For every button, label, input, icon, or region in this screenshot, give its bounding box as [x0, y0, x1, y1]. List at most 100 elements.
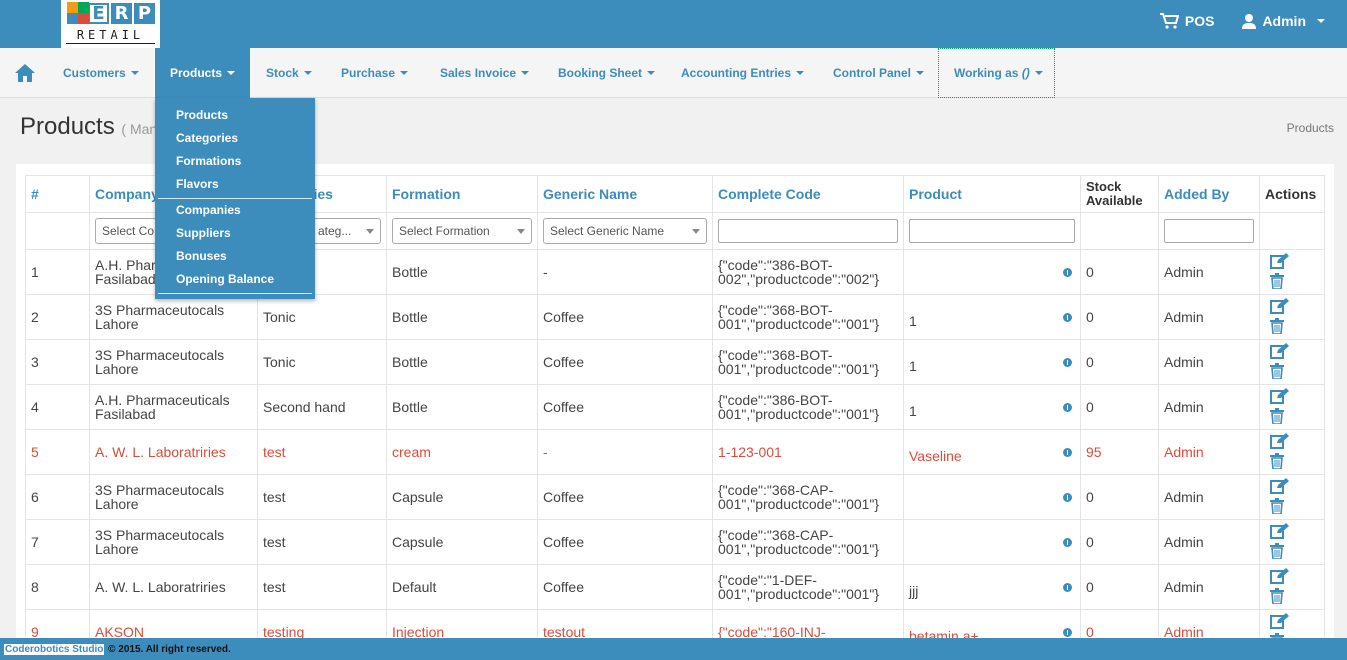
menu-bonuses[interactable]: Bonuses: [176, 249, 227, 263]
cell-company: 3S Pharmaceutocals Lahore: [89, 519, 258, 565]
filter-code-input[interactable]: [718, 219, 898, 243]
col-formation[interactable]: Formation: [386, 175, 538, 213]
col-complete-code[interactable]: Complete Code: [712, 175, 904, 213]
nav-products[interactable]: Products: [155, 48, 250, 98]
trash-icon[interactable]: [1270, 318, 1284, 336]
nav-accounting-entries[interactable]: Accounting Entries: [681, 48, 805, 98]
logo-letter-r: R: [111, 2, 132, 24]
trash-icon[interactable]: [1270, 363, 1284, 381]
pos-link[interactable]: POS: [1159, 13, 1214, 29]
edit-icon[interactable]: [1270, 613, 1289, 631]
footer: Coderobotics Studio © 2015. All right re…: [0, 638, 1347, 660]
user-label: Admin: [1262, 13, 1306, 29]
menu-categories[interactable]: Categories: [176, 131, 239, 145]
nav-working-as[interactable]: Working as (): [938, 48, 1055, 98]
cell-formation: cream: [386, 429, 538, 475]
cell-actions: [1259, 429, 1325, 475]
cell-generic-name: Coffee: [537, 339, 713, 385]
trash-icon[interactable]: [1270, 408, 1284, 426]
info-icon[interactable]: [1063, 448, 1072, 457]
col-stock-available[interactable]: Stock Available: [1080, 175, 1159, 213]
cell-num: 3: [25, 339, 90, 385]
nav-control-panel[interactable]: Control Panel: [833, 48, 925, 98]
cell-formation: Capsule: [386, 519, 538, 565]
edit-icon[interactable]: [1270, 523, 1289, 541]
cell-stock: 95: [1080, 429, 1159, 475]
nav-sales-invoice[interactable]: Sales Invoice: [440, 48, 530, 98]
caret-icon: [130, 71, 139, 75]
col-generic-name[interactable]: Generic Name: [537, 175, 713, 213]
info-icon[interactable]: [1063, 358, 1072, 367]
menu-companies[interactable]: Companies: [176, 203, 241, 217]
info-icon[interactable]: [1063, 313, 1072, 322]
edit-icon[interactable]: [1270, 478, 1289, 496]
cell-actions: [1259, 474, 1325, 520]
nav-booking-sheet[interactable]: Booking Sheet: [558, 48, 656, 98]
cell-company: A.H. Pharmaceuticals Fasilabad: [89, 384, 258, 430]
cell-complete-code: {"code":"368-BOT- 001","productcode":"001…: [712, 339, 904, 385]
chevron-down-icon: [366, 228, 374, 234]
cell-formation: Bottle: [386, 384, 538, 430]
products-table: # Company ries Formation Generic Name Co…: [25, 175, 1325, 655]
cell-actions: [1259, 249, 1325, 295]
menu-formations[interactable]: Formations: [176, 154, 242, 168]
col-product[interactable]: Product: [903, 175, 1081, 213]
breadcrumb[interactable]: Products: [1286, 121, 1334, 135]
edit-icon[interactable]: [1270, 568, 1289, 586]
edit-icon[interactable]: [1270, 388, 1289, 406]
products-dropdown-menu: Products Categories Formations Flavors C…: [155, 98, 315, 299]
menu-products[interactable]: Products: [176, 108, 229, 122]
nav-customers[interactable]: Customers: [63, 48, 139, 98]
trash-icon[interactable]: [1270, 543, 1284, 561]
table-row: 4 A.H. Pharmaceuticals Fasilabad Second han…: [25, 384, 1325, 430]
top-bar: E R P RETAIL POS Admin: [0, 0, 1347, 48]
footer-studio-link[interactable]: Coderobotics Studio: [3, 643, 106, 656]
info-icon[interactable]: [1063, 403, 1072, 412]
menu-divider: [158, 198, 312, 199]
col-added-by[interactable]: Added By: [1158, 175, 1260, 213]
edit-icon[interactable]: [1270, 433, 1289, 451]
cell-complete-code: {"code":"368-BOT- 001","productcode":"001…: [712, 294, 904, 340]
edit-icon[interactable]: [1270, 298, 1289, 316]
trash-icon[interactable]: [1270, 453, 1284, 471]
cell-company: 3S Pharmaceutocals Lahore: [89, 339, 258, 385]
edit-icon[interactable]: [1270, 343, 1289, 361]
nav-purchase[interactable]: Purchase: [341, 48, 409, 98]
info-icon[interactable]: [1063, 583, 1072, 592]
logo-letter-p: P: [134, 2, 155, 24]
trash-icon[interactable]: [1270, 498, 1284, 516]
logo-letter-e: E: [88, 2, 109, 24]
edit-icon[interactable]: [1270, 253, 1289, 271]
nav-stock[interactable]: Stock: [266, 48, 312, 98]
cell-company: A. W. L. Laboratriries: [89, 429, 258, 475]
cell-num: 2: [25, 294, 90, 340]
cell-company: 3S Pharmaceutocals Lahore: [89, 474, 258, 520]
home-icon[interactable]: [14, 63, 36, 88]
filter-added-by-input[interactable]: [1164, 219, 1254, 243]
cell-product: 1: [903, 384, 1081, 430]
cell-stock: 0: [1080, 519, 1159, 565]
logo-cube-icon: [67, 2, 89, 24]
user-menu[interactable]: Admin: [1242, 13, 1325, 29]
menu-suppliers[interactable]: Suppliers: [176, 226, 231, 240]
filter-formation-select[interactable]: Select Formation: [392, 218, 532, 244]
menu-opening-balance[interactable]: Opening Balance: [176, 272, 275, 286]
filter-generic-select[interactable]: Select Generic Name: [543, 218, 707, 244]
info-icon[interactable]: [1063, 538, 1072, 547]
cell-formation: Bottle: [386, 339, 538, 385]
trash-icon[interactable]: [1270, 273, 1284, 291]
erp-retail-logo[interactable]: E R P RETAIL: [61, 0, 160, 48]
cell-stock: 0: [1080, 294, 1159, 340]
menu-flavors[interactable]: Flavors: [176, 177, 219, 191]
filter-category-select[interactable]: ateg...: [263, 218, 381, 244]
info-icon[interactable]: [1063, 493, 1072, 502]
trash-icon[interactable]: [1270, 588, 1284, 606]
col-num[interactable]: #: [25, 175, 90, 213]
info-icon[interactable]: [1063, 268, 1072, 277]
filter-product-input[interactable]: [909, 219, 1075, 243]
cell-num: 8: [25, 564, 90, 610]
chevron-down-icon: [517, 228, 525, 234]
chevron-down-icon: [1317, 19, 1325, 23]
info-icon[interactable]: [1063, 628, 1072, 637]
cell-stock: 0: [1080, 474, 1159, 520]
